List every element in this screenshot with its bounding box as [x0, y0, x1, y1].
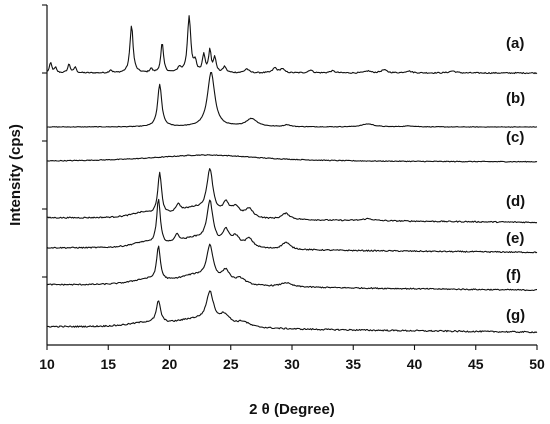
curve-label-a: (a) [506, 35, 524, 52]
trace-g [47, 290, 538, 334]
curve-label-c: (c) [506, 129, 524, 146]
trace-e [46, 198, 538, 254]
x-tick-label: 50 [529, 356, 545, 372]
trace-c [47, 154, 538, 163]
x-tick-label: 30 [284, 356, 300, 372]
x-tick-label: 40 [407, 356, 423, 372]
diffraction-traces [46, 15, 538, 334]
x-tick-label: 20 [162, 356, 178, 372]
curve-label-b: (b) [506, 90, 525, 107]
y-axis-title: Intensity (cps) [7, 124, 24, 226]
curve-label-e: (e) [506, 230, 524, 247]
trace-b [46, 71, 538, 128]
x-tick-label: 45 [468, 356, 484, 372]
x-axis-title: 2 θ (Degree) [249, 401, 335, 418]
curve-labels: (a) (b) (c) (d) (e) (f) (g) [506, 35, 525, 324]
trace-d [46, 168, 538, 224]
curve-label-g: (g) [506, 307, 525, 324]
curve-label-f: (f) [506, 267, 521, 284]
curve-label-d: (d) [506, 193, 525, 210]
trace-f [46, 243, 537, 292]
x-tick-label: 35 [345, 356, 361, 372]
x-axis-ticks: 10 15 20 25 30 35 40 45 50 [39, 345, 545, 372]
x-tick-label: 10 [39, 356, 55, 372]
y-axis-ticks [42, 4, 47, 278]
x-tick-label: 25 [223, 356, 239, 372]
trace-a [46, 15, 538, 75]
x-tick-label: 15 [100, 356, 116, 372]
